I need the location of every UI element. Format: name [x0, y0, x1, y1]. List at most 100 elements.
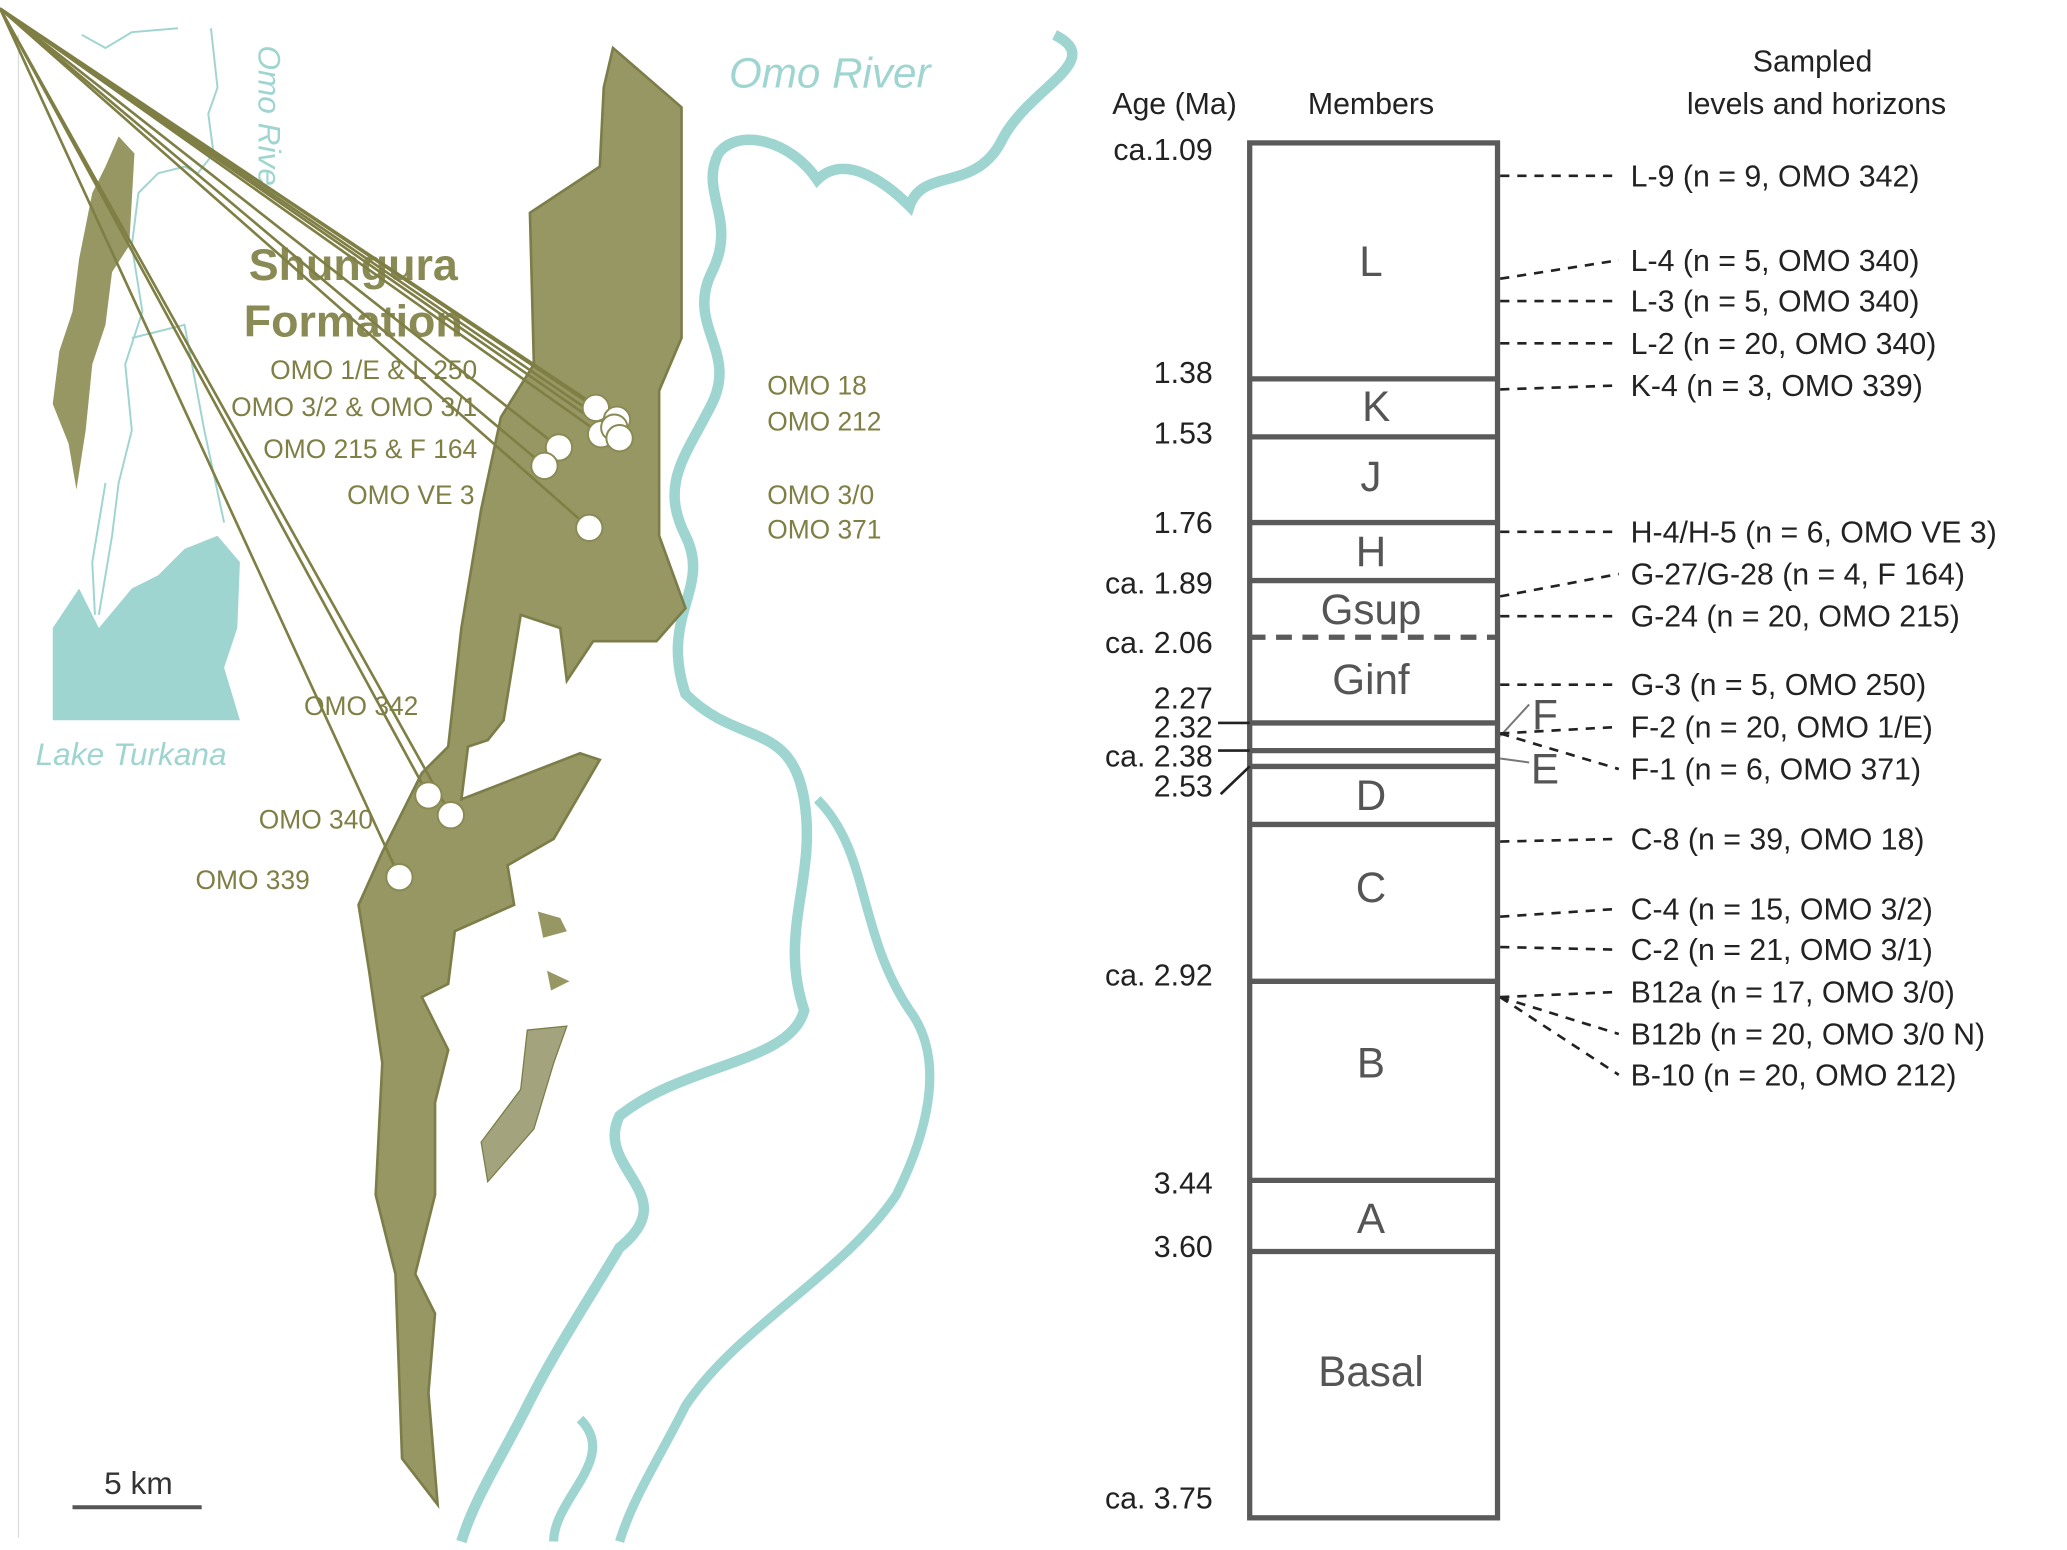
- site-marker: [414, 781, 443, 810]
- inset-river: [81, 27, 226, 615]
- column-box: [1247, 140, 1501, 1521]
- site-marker: [575, 513, 604, 543]
- sample-label: F-2 (n = 20, OMO 1/E): [1631, 711, 1933, 744]
- omo-river-label: Omo River: [729, 50, 932, 97]
- sample-leader-line: [1500, 990, 1619, 999]
- age-label: 1.76: [1154, 507, 1213, 540]
- sample-label: F-1 (n = 6, OMO 371): [1631, 754, 1921, 787]
- site-markers: OMO 1/E & L 250 OMO 3/2 & OMO 3/1 OMO 215 …: [0, 7, 881, 895]
- member-label: Basal: [1318, 1348, 1424, 1395]
- sample-leader-line: [1499, 572, 1620, 598]
- sample-label: G-3 (n = 5, OMO 250): [1631, 669, 1927, 702]
- member-label: E: [1531, 746, 1559, 793]
- sample-leader-line: [1500, 725, 1619, 735]
- site-label: OMO 1/E & L 250: [270, 355, 477, 385]
- member-label: Gsup: [1321, 586, 1422, 633]
- site-leader-line: [0, 7, 401, 878]
- site-marker: [581, 393, 611, 423]
- age-label: 2.53: [1154, 771, 1213, 804]
- member-label: J: [1360, 453, 1381, 500]
- age-header: Age (Ma): [1112, 88, 1237, 121]
- inset-river-label: Omo River: [251, 45, 287, 198]
- site-label: OMO 339: [196, 865, 310, 895]
- member-label: B: [1357, 1040, 1385, 1087]
- samples-header: Sampled: [1753, 46, 1873, 79]
- sample-leader-line: [1500, 384, 1619, 391]
- site-label: OMO 340: [259, 804, 373, 834]
- sample-label: L-3 (n = 5, OMO 340): [1631, 286, 1920, 319]
- age-label: ca. 3.75: [1105, 1483, 1213, 1516]
- site-leader-line: [0, 7, 618, 421]
- site-label: OMO 18: [767, 371, 867, 401]
- age-label: 1.53: [1154, 417, 1213, 450]
- age-label: 3.44: [1154, 1168, 1213, 1201]
- member-f-leader: [1499, 703, 1530, 737]
- site-leader-line: [0, 7, 591, 529]
- sample-label: C-2 (n = 21, OMO 3/1): [1631, 934, 1933, 967]
- age-label: ca. 2.06: [1105, 627, 1213, 660]
- age-label: ca. 1.89: [1105, 568, 1213, 601]
- site-marker: [530, 451, 559, 481]
- sample-label: K-4 (n = 3, OMO 339): [1631, 370, 1923, 403]
- sample-label: B12a (n = 17, OMO 3/0): [1631, 976, 1955, 1009]
- age-label: ca. 2.92: [1105, 959, 1213, 992]
- omo-river: [456, 30, 1078, 1544]
- sample-leader-line: [1499, 732, 1620, 771]
- site-leader-line: [0, 7, 621, 440]
- inset-formation: [52, 136, 135, 490]
- formation-island: [480, 1025, 568, 1184]
- sample-leader-line: [1500, 907, 1619, 919]
- age-tick: [1219, 765, 1251, 796]
- scale-label: 5 km: [104, 1465, 173, 1501]
- sample-label: B-10 (n = 20, OMO 212): [1631, 1059, 1957, 1092]
- site-label: OMO VE 3: [347, 480, 474, 510]
- site-marker: [436, 801, 466, 830]
- site-leader-line: [0, 7, 452, 816]
- site-label: OMO 3/2 & OMO 3/1: [231, 392, 477, 422]
- inset-map: Omo River Lake Turkana: [36, 27, 287, 772]
- site-label: OMO 342: [304, 691, 418, 721]
- site-marker: [385, 862, 414, 892]
- sample-leader-line: [1499, 995, 1620, 1036]
- formation-island: [537, 911, 570, 991]
- sample-label: G-24 (n = 20, OMO 215): [1631, 601, 1960, 634]
- age-label: 2.32: [1154, 711, 1213, 744]
- sample-label: L-2 (n = 20, OMO 340): [1631, 328, 1937, 361]
- age-label: ca. 2.38: [1105, 740, 1213, 773]
- omo-river-branch: [549, 796, 935, 1543]
- member-label: H: [1356, 528, 1386, 575]
- site-leader-line: [0, 7, 430, 797]
- sample-leader-line: [1499, 996, 1620, 1077]
- age-label: 2.27: [1154, 682, 1213, 715]
- sample-label: H-4/H-5 (n = 6, OMO VE 3): [1631, 516, 1997, 549]
- age-label: 3.60: [1154, 1231, 1213, 1264]
- formation-title: Shungura: [249, 240, 459, 290]
- site-marker: [605, 424, 634, 453]
- member-e-leader: [1500, 757, 1530, 764]
- member-label: C: [1356, 864, 1386, 911]
- site-label: OMO 215 & F 164: [263, 434, 477, 464]
- sample-label: C-8 (n = 39, OMO 18): [1631, 823, 1925, 856]
- sample-label: C-4 (n = 15, OMO 3/2): [1631, 893, 1933, 926]
- sample-label: G-27/G-28 (n = 4, F 164): [1631, 559, 1965, 592]
- stratigraphic-column: Age (Ma) Members Sampled levels and hori…: [1105, 46, 1997, 1521]
- age-label: 1.38: [1154, 357, 1213, 390]
- inset-lake: [52, 535, 240, 721]
- sample-leader-line: [1499, 258, 1620, 280]
- member-label: Ginf: [1332, 656, 1410, 703]
- map-panel: Omo River Lake Turkana Omo River Shungur…: [0, 7, 1078, 1544]
- member-label: L: [1359, 238, 1382, 285]
- sample-leader-line: [1500, 837, 1619, 843]
- sample-label: L-9 (n = 9, OMO 342): [1631, 160, 1920, 193]
- sample-leader-line: [1500, 945, 1619, 951]
- members-header: Members: [1308, 88, 1434, 121]
- site-label: OMO 371: [767, 514, 881, 544]
- samples-header: levels and horizons: [1687, 88, 1946, 121]
- sample-label: L-4 (n = 5, OMO 340): [1631, 245, 1920, 278]
- site-marker: [544, 433, 574, 462]
- member-label: K: [1362, 383, 1390, 430]
- age-label: ca.1.09: [1113, 134, 1212, 167]
- sample-label: B12b (n = 20, OMO 3/0 N): [1631, 1019, 1985, 1052]
- lake-label: Lake Turkana: [36, 736, 227, 772]
